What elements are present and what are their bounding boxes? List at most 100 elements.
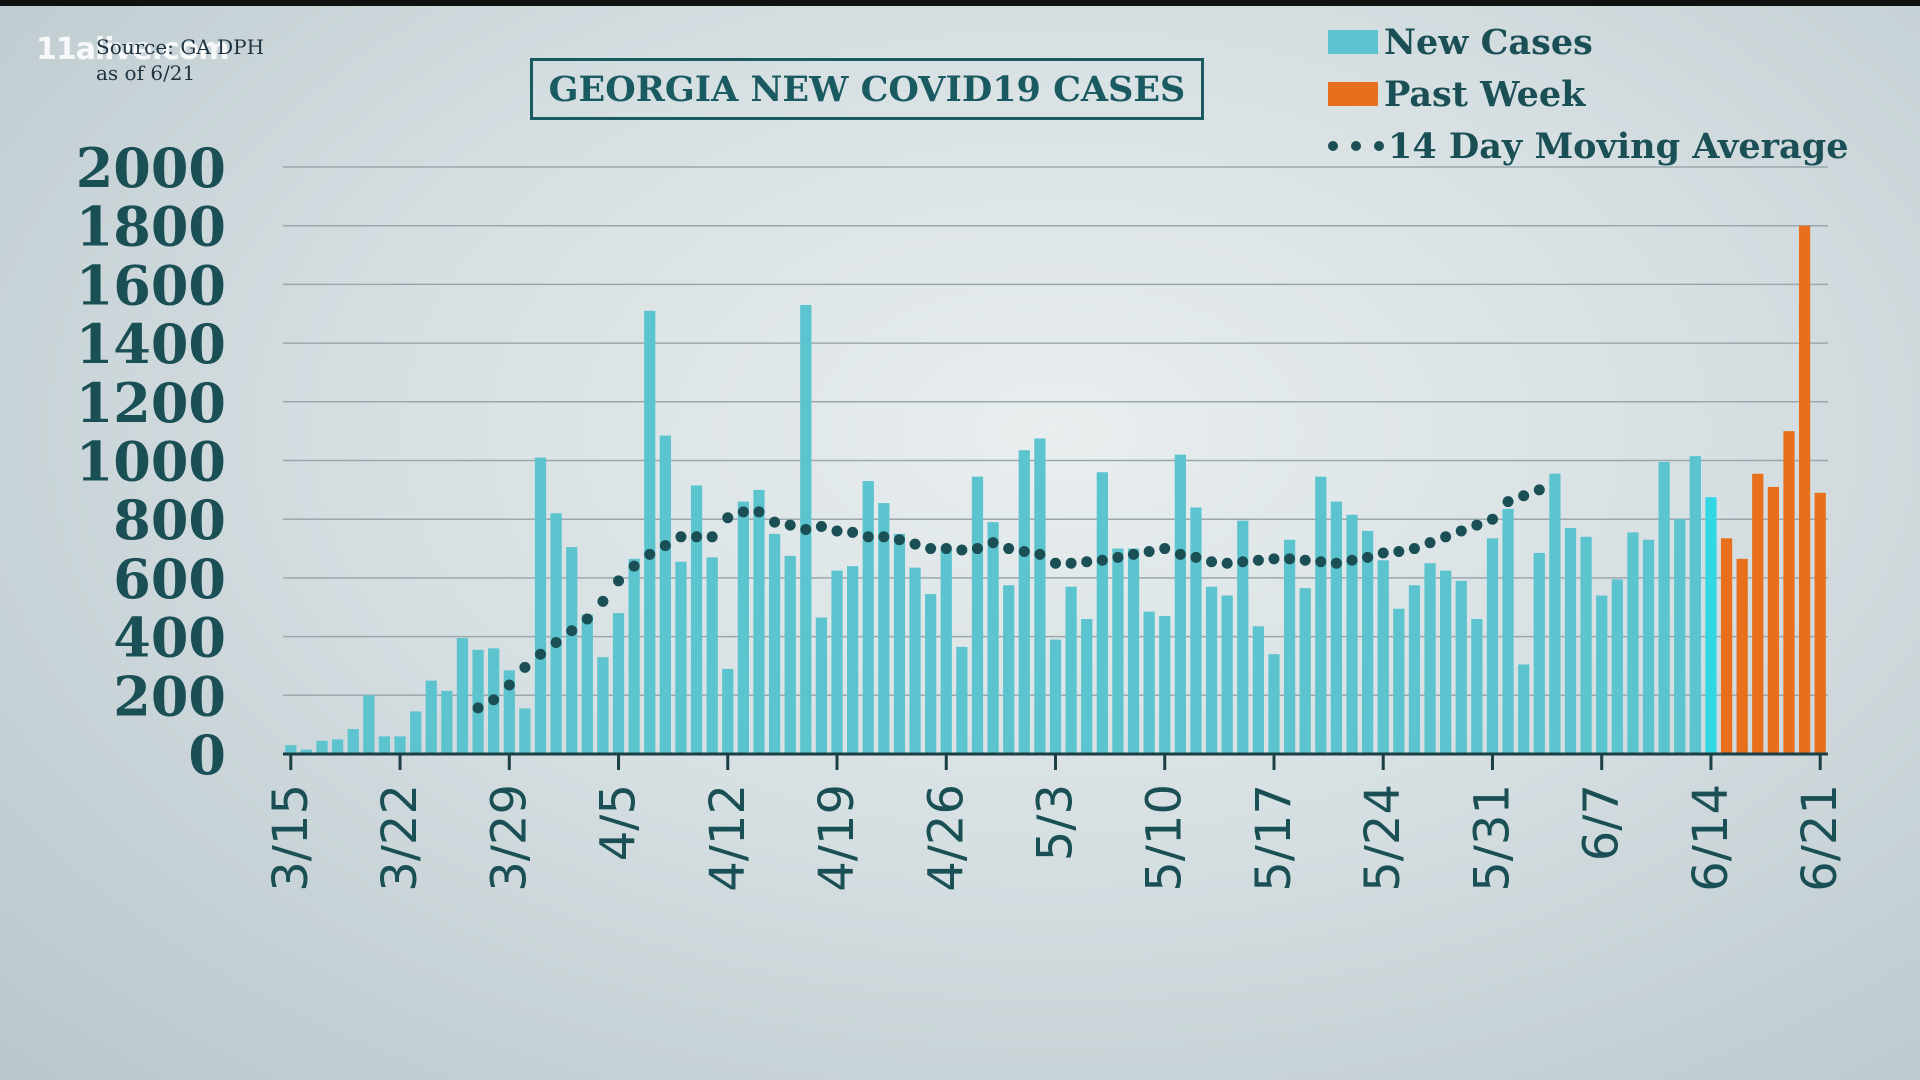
bar-new-cases xyxy=(940,547,952,754)
moving-average-point xyxy=(753,506,765,518)
moving-average-point xyxy=(1096,554,1108,566)
bar-new-cases xyxy=(550,513,562,754)
moving-average-point xyxy=(1237,556,1249,568)
legend-swatch-past-week xyxy=(1328,82,1378,106)
bar-new-cases xyxy=(1205,586,1218,754)
x-tick-label: 5/10 xyxy=(1137,784,1193,892)
bar-new-cases xyxy=(768,533,781,754)
moving-average-point xyxy=(956,544,968,556)
legend-label-past-week: Past Week xyxy=(1384,73,1586,115)
bar-new-cases xyxy=(566,547,578,754)
moving-average-point xyxy=(706,531,718,543)
moving-average-point xyxy=(488,694,500,706)
moving-average-point xyxy=(1330,557,1342,569)
legend-item-new-cases: New Cases xyxy=(1328,16,1848,68)
bar-new-cases xyxy=(1346,514,1358,754)
bar-new-cases xyxy=(1424,563,1436,754)
moving-average-point xyxy=(1440,531,1452,543)
bar-new-cases xyxy=(1315,476,1327,754)
bar-new-cases xyxy=(1330,501,1343,754)
legend-item-past-week: Past Week xyxy=(1328,68,1848,120)
moving-average-point xyxy=(1050,557,1061,569)
moving-average-point xyxy=(644,548,656,560)
moving-average-point xyxy=(659,540,671,552)
x-tick-label: 3/29 xyxy=(481,784,537,892)
moving-average-point xyxy=(1190,551,1202,563)
x-tick-label: 5/3 xyxy=(1028,784,1084,861)
legend-label-moving-average: 14 Day Moving Average xyxy=(1388,125,1849,167)
bar-new-cases xyxy=(1611,579,1623,754)
moving-average-point xyxy=(909,538,921,550)
moving-average-point xyxy=(1299,554,1311,566)
moving-average-point xyxy=(971,543,983,555)
y-tick-label: 1000 xyxy=(76,430,226,494)
moving-average-point xyxy=(1518,490,1530,502)
moving-average-point xyxy=(628,560,640,572)
bar-new-cases xyxy=(644,310,656,754)
x-tick-label: 5/17 xyxy=(1246,784,1302,892)
bar-new-cases xyxy=(1003,585,1015,754)
moving-average-point xyxy=(878,531,890,543)
y-tick-label: 600 xyxy=(113,547,226,611)
bar-new-cases xyxy=(1143,611,1155,754)
x-tick-label: 4/12 xyxy=(700,784,756,892)
moving-average-point xyxy=(1221,557,1233,569)
moving-average-point xyxy=(847,526,859,538)
y-tick-label: 200 xyxy=(113,664,226,728)
bar-new-cases xyxy=(737,501,749,754)
bar-new-cases xyxy=(503,670,515,754)
moving-average-point xyxy=(925,543,937,555)
bar-past-week xyxy=(1767,486,1779,754)
bar-new-cases xyxy=(1159,616,1171,754)
bar-new-cases xyxy=(472,649,484,754)
moving-average-point xyxy=(769,516,781,528)
moving-average-point xyxy=(722,512,734,524)
moving-average-point xyxy=(581,613,593,625)
y-tick-label: 1400 xyxy=(76,312,226,376)
bar-new-cases xyxy=(1018,450,1030,754)
bar-new-cases xyxy=(1174,454,1186,754)
bar-new-cases xyxy=(847,566,859,754)
x-tick-label: 6/14 xyxy=(1683,784,1739,892)
bar-new-cases xyxy=(597,657,609,754)
bar-new-cases xyxy=(1440,570,1452,754)
bar-new-cases xyxy=(925,594,937,754)
y-tick-label: 1600 xyxy=(76,253,226,317)
moving-average-point xyxy=(1502,496,1514,508)
bar-new-cases xyxy=(378,736,391,754)
bar-new-cases xyxy=(581,614,593,754)
moving-average-point xyxy=(831,525,843,537)
moving-average-point xyxy=(550,636,562,648)
moving-average-point xyxy=(1081,556,1093,568)
bar-new-cases xyxy=(1689,456,1701,754)
bar-new-cases xyxy=(1112,548,1124,754)
bar-new-cases xyxy=(285,745,297,754)
moving-average-point xyxy=(1408,543,1420,555)
moving-average-point xyxy=(815,521,827,533)
bar-new-cases xyxy=(1518,664,1530,754)
moving-average-point xyxy=(1346,554,1358,566)
bar-past-week xyxy=(1736,558,1748,754)
moving-average-point xyxy=(1003,543,1015,555)
moving-average-point xyxy=(1128,548,1140,560)
x-tick-label: 3/22 xyxy=(372,784,428,892)
moving-average-point xyxy=(613,575,625,587)
as-of-line: as of 6/21 xyxy=(96,61,196,85)
bar-new-cases xyxy=(1393,608,1405,754)
bar-new-cases xyxy=(300,749,313,754)
bar-new-cases xyxy=(1362,530,1374,754)
top-bar xyxy=(0,0,1920,6)
moving-average-point xyxy=(940,543,952,555)
moving-average-point xyxy=(862,531,874,543)
bar-new-cases xyxy=(1127,548,1140,754)
moving-average-point xyxy=(1533,484,1545,496)
bar-new-cases xyxy=(1252,626,1264,754)
bar-new-cases xyxy=(441,690,453,754)
bar-new-cases xyxy=(347,729,359,754)
bar-new-cases xyxy=(987,522,999,754)
legend-dots-moving-average xyxy=(1328,141,1384,151)
moving-average-point xyxy=(472,702,484,714)
moving-average-point xyxy=(1268,553,1280,565)
bar-new-cases xyxy=(1705,497,1717,754)
bar-new-cases xyxy=(690,485,703,754)
